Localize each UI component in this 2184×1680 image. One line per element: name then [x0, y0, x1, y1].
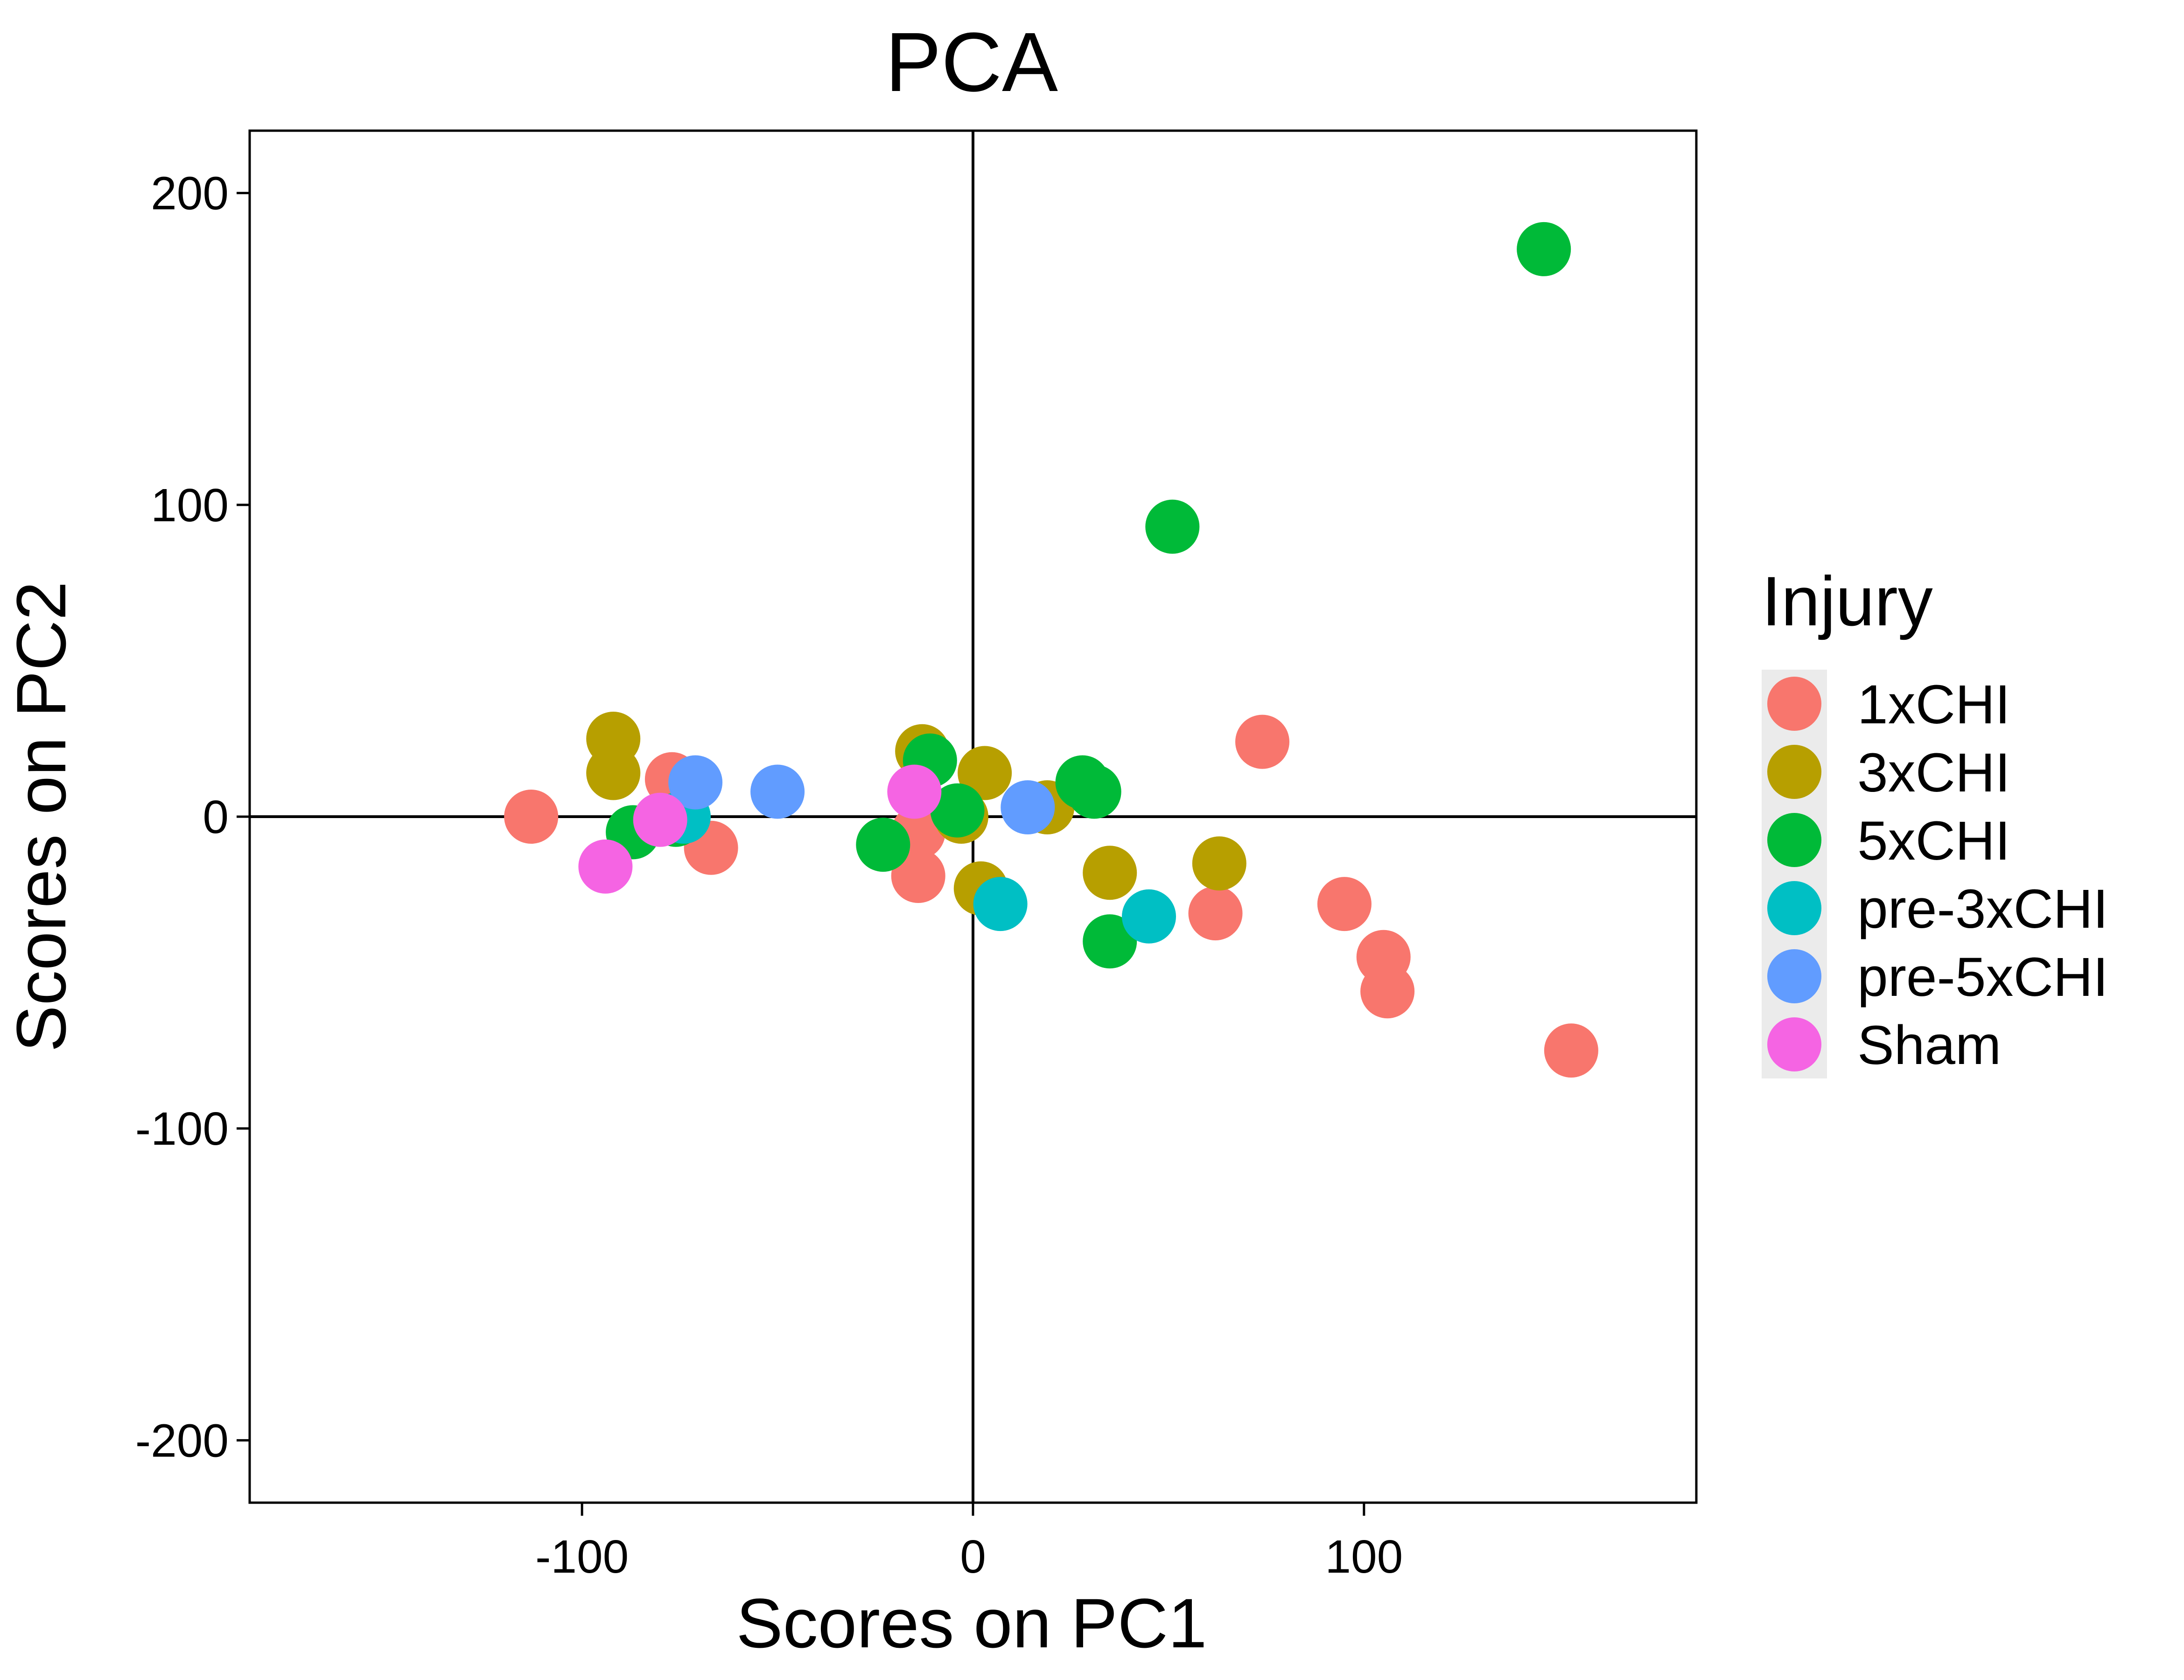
legend: Injury 1xCHI 3xCHI5xCHIpre-3xCHIpre-5xCHI… — [1762, 562, 2108, 1078]
y-axis-title: Scores on PC2 — [2, 581, 80, 1052]
data-point — [668, 755, 723, 810]
legend-label: 3xCHI — [1857, 742, 2010, 804]
legend-key-pre-5xchi — [1767, 949, 1821, 1003]
legend-label: 5xCHI — [1857, 810, 2010, 872]
legend-label: pre-5xCHI — [1857, 946, 2108, 1008]
y-tick-label: 100 — [151, 479, 229, 532]
y-tick-label: 200 — [151, 168, 229, 220]
data-point — [1067, 764, 1121, 819]
y-tick-label: -200 — [135, 1414, 229, 1467]
data-point — [1001, 780, 1055, 834]
legend-key-1xchi — [1767, 677, 1821, 731]
chart-title: PCA — [885, 15, 1058, 109]
legend-label: pre-3xCHI — [1857, 878, 2108, 940]
legend-key-background — [1762, 670, 1827, 1078]
data-point — [1235, 714, 1289, 769]
plot-area: -100 0 100 -200 -100 0 100 200 — [135, 129, 1698, 1583]
data-point — [856, 818, 910, 872]
y-tick-label: -100 — [135, 1103, 229, 1155]
legend-label: Sham — [1857, 1015, 2001, 1076]
data-point — [750, 764, 805, 819]
legend-key-pre-3xchi — [1767, 881, 1821, 935]
data-point — [930, 783, 985, 838]
data-point — [586, 746, 641, 800]
data-point — [578, 839, 633, 894]
data-point — [1317, 877, 1372, 931]
series-sham — [578, 764, 942, 894]
data-point — [504, 790, 559, 844]
data-point — [1517, 222, 1571, 276]
x-axis-title: Scores on PC1 — [736, 1584, 1207, 1662]
series-pre-5xchi — [668, 755, 1055, 834]
data-point — [1122, 889, 1176, 944]
legend-key-5xchi — [1767, 813, 1821, 867]
data-point — [1083, 846, 1137, 900]
data-point — [887, 764, 942, 819]
data-point — [633, 792, 687, 847]
legend-title: Injury — [1762, 562, 1933, 640]
data-point — [1188, 886, 1243, 941]
data-point — [891, 849, 945, 903]
x-tick-label: -100 — [535, 1531, 629, 1583]
x-tick-label: 0 — [960, 1531, 986, 1583]
data-point — [1360, 964, 1415, 1019]
data-point — [1192, 836, 1246, 891]
legend-key-sham — [1767, 1017, 1821, 1071]
data-point — [1083, 914, 1137, 969]
data-point — [1544, 1023, 1598, 1078]
y-tick-label: 0 — [203, 791, 229, 843]
data-point — [1145, 499, 1200, 554]
legend-key-3xchi — [1767, 745, 1821, 799]
x-tick-label: 100 — [1325, 1531, 1403, 1583]
legend-label: 1xCHI — [1857, 674, 2010, 735]
data-point — [973, 877, 1028, 931]
data-point — [958, 746, 1012, 800]
